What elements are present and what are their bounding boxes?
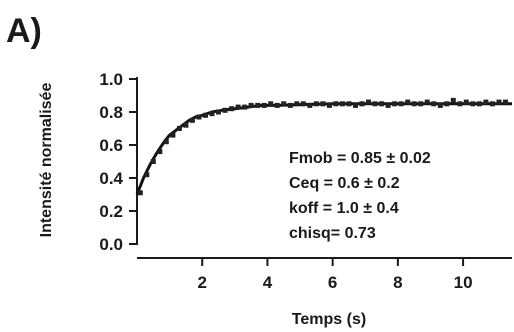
annotation-koff: koff = 1.0 ± 0.4: [289, 200, 399, 217]
y-tick-label: 1.0: [99, 70, 123, 89]
data-point: [235, 104, 241, 110]
data-point: [222, 107, 228, 113]
data-point: [137, 190, 143, 196]
data-point: [157, 149, 163, 155]
data-point: [242, 104, 248, 110]
data-point: [372, 101, 378, 107]
data-point: [326, 102, 332, 108]
x-tick-label: 2: [197, 273, 206, 292]
data-point: [189, 117, 195, 123]
data-point: [496, 99, 502, 105]
data-point: [470, 101, 476, 107]
y-tick-label: 0.2: [99, 202, 123, 221]
data-point: [287, 102, 293, 108]
data-point: [294, 101, 300, 107]
fit-parameters: Fmob = 0.85 ± 0.02 Ceq = 0.6 ± 0.2 koff …: [289, 150, 431, 242]
data-point: [300, 101, 306, 107]
annotation-ceq: Ceq = 0.6 ± 0.2: [289, 175, 400, 192]
data-point: [444, 101, 450, 107]
y-tick-label: 0.0: [99, 235, 123, 254]
data-point: [353, 102, 358, 108]
data-point: [163, 139, 169, 145]
data-point: [255, 102, 261, 108]
data-point: [274, 102, 280, 108]
data-point: [150, 159, 156, 164]
data-point: [261, 102, 267, 108]
x-tick-label: 10: [454, 273, 473, 292]
x-tick-label: 6: [328, 273, 337, 292]
fit-curve-layer: [135, 102, 512, 196]
data-point: [359, 101, 365, 107]
data-point: [209, 111, 215, 117]
data-point: [183, 122, 189, 128]
data-point: [176, 126, 182, 131]
data-point: [483, 99, 489, 105]
data-point: [320, 101, 326, 107]
axes: [129, 77, 512, 266]
data-point: [268, 101, 274, 107]
x-tick-label: 4: [263, 273, 273, 292]
data-point: [339, 101, 345, 107]
y-axis-title: Intensité normalisée: [38, 83, 55, 238]
annotation-chisq: chisq= 0.73: [289, 225, 376, 242]
data-point: [418, 101, 424, 107]
y-tick-label: 0.4: [99, 169, 123, 188]
tick-labels: 0.0 0.2 0.4 0.6 0.8 1.0 2 4 6 8 10: [99, 70, 472, 292]
data-point: [503, 99, 508, 105]
data-point: [144, 172, 150, 178]
data-point: [346, 101, 352, 107]
data-point: [411, 101, 417, 107]
data-point: [437, 102, 443, 108]
data-point: [450, 97, 456, 103]
data-point: [307, 102, 313, 108]
fit-curve: [135, 102, 512, 196]
data-point: [229, 106, 235, 112]
data-point: [392, 101, 398, 107]
data-point: [216, 109, 221, 115]
y-tick-label: 0.6: [99, 136, 123, 155]
data-point: [463, 99, 469, 105]
data-point: [424, 99, 430, 105]
data-point: [248, 102, 254, 108]
data-point: [489, 101, 495, 107]
panel-label: A): [6, 12, 42, 50]
data-point: [281, 101, 287, 107]
data-point: [170, 132, 176, 138]
data-point: [333, 101, 339, 107]
data-point: [398, 101, 404, 107]
data-point: [476, 101, 482, 107]
data-point: [379, 101, 385, 107]
data-point: [431, 101, 437, 107]
data-point: [203, 112, 208, 118]
data-points: [137, 97, 508, 196]
y-tick-label: 0.8: [99, 103, 123, 122]
data-point: [196, 114, 202, 120]
data-point: [457, 101, 463, 107]
data-point: [313, 101, 319, 107]
data-point: [405, 99, 411, 105]
data-point: [385, 102, 391, 108]
x-tick-label: 8: [393, 273, 402, 292]
x-axis-title: Temps (s): [292, 311, 366, 328]
annotation-fmob: Fmob = 0.85 ± 0.02: [289, 150, 431, 167]
data-point: [366, 99, 371, 105]
